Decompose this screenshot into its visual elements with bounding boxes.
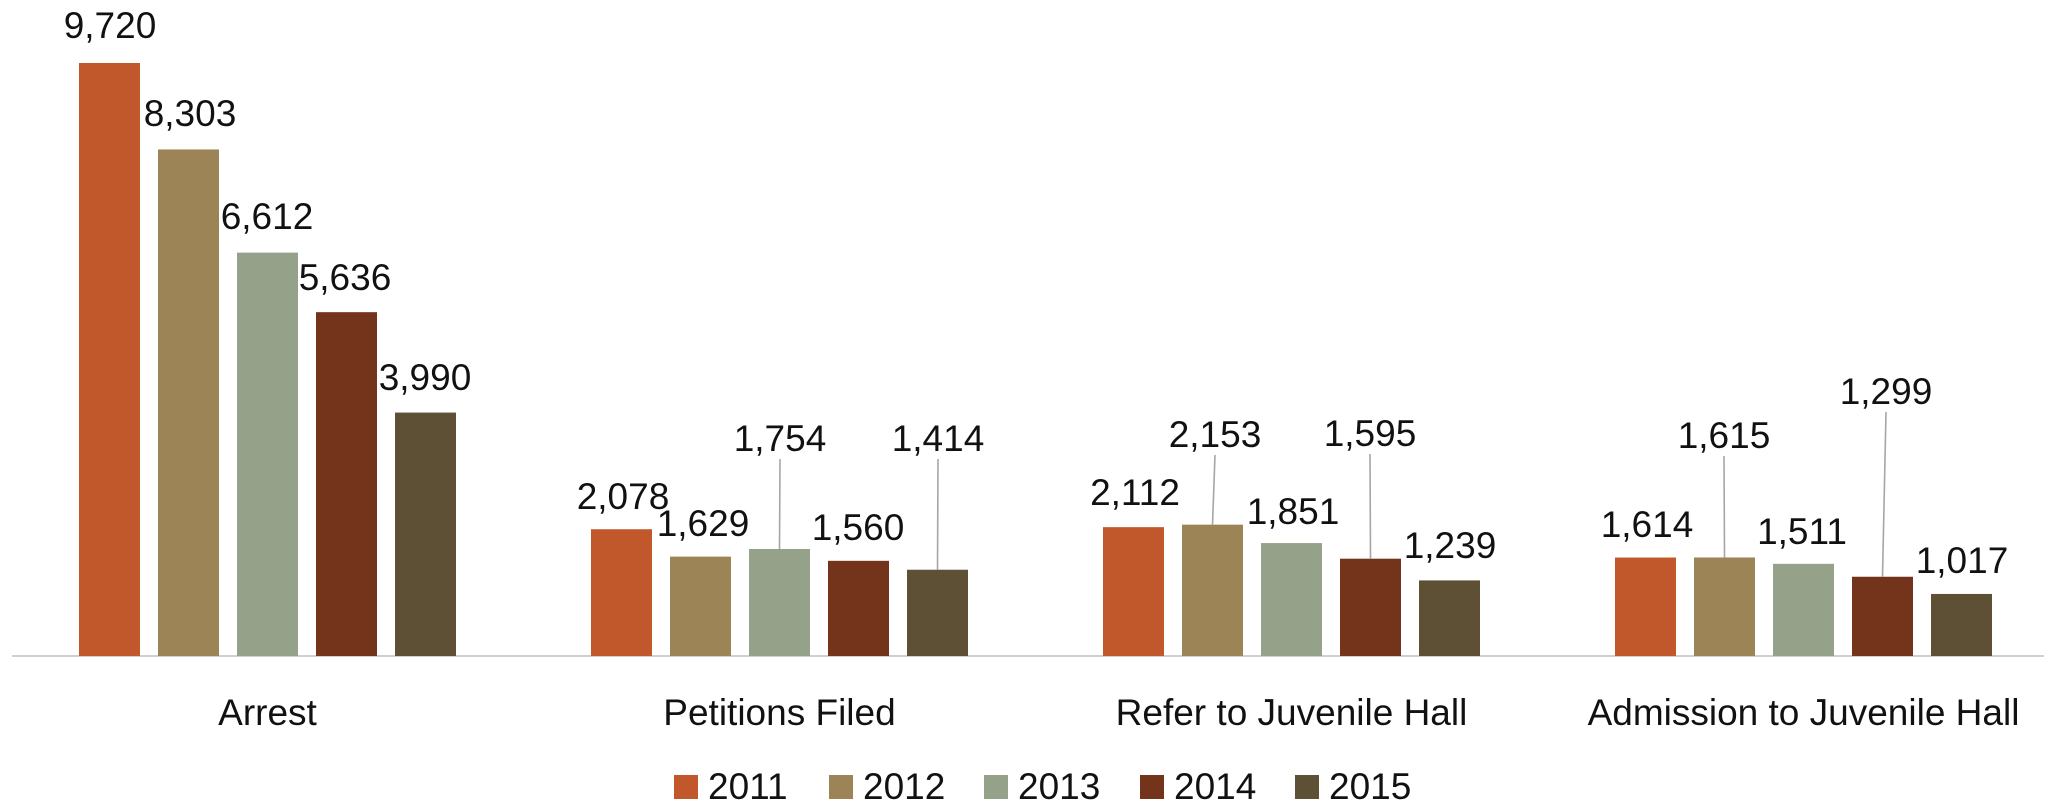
leader-line xyxy=(1369,453,1372,559)
data-label: 2,078 xyxy=(577,476,670,517)
data-label: 1,414 xyxy=(892,418,985,459)
legend-swatch xyxy=(1140,775,1164,799)
bar-2013-arrest xyxy=(237,252,298,656)
legend-swatch xyxy=(829,775,853,799)
legend-label: 2015 xyxy=(1329,766,1411,804)
bar-2012-petitions-filed xyxy=(670,556,731,656)
bar-2013-refer-to-juvenile-hall xyxy=(1261,543,1322,656)
legend: 2011 2012 2013 2014 2015 xyxy=(674,766,1411,804)
bar-2012-arrest xyxy=(158,149,219,656)
category-label: Arrest xyxy=(218,692,317,733)
data-labels-group: 9,720 2,078 2,112 1,614 8,303 1,629 2,153 1,615… xyxy=(64,5,2009,581)
bar-2011-arrest xyxy=(79,63,140,656)
bar-2015-petitions-filed xyxy=(907,569,968,656)
bar-2015-arrest xyxy=(395,412,456,656)
leader-line xyxy=(778,458,781,549)
data-label: 1,851 xyxy=(1247,491,1340,532)
bar-2015-refer-to-juvenile-hall xyxy=(1419,580,1480,656)
leader-line xyxy=(936,458,939,570)
leader-line xyxy=(1211,454,1216,525)
data-label: 2,112 xyxy=(1090,472,1180,513)
bar-2011-refer-to-juvenile-hall xyxy=(1103,527,1164,656)
bars-group xyxy=(79,63,1992,656)
legend-label: 2013 xyxy=(1018,766,1100,804)
data-label: 3,990 xyxy=(379,357,472,398)
bar-2014-refer-to-juvenile-hall xyxy=(1340,558,1401,656)
bar-2012-admission-to-juvenile-hall xyxy=(1694,557,1755,656)
data-label: 1,560 xyxy=(812,507,905,548)
bar-2011-petitions-filed xyxy=(591,529,652,656)
legend-label: 2014 xyxy=(1174,766,1256,804)
bar-2011-admission-to-juvenile-hall xyxy=(1615,557,1676,656)
data-label: 1,511 xyxy=(1757,511,1847,552)
leader-line xyxy=(1723,455,1726,558)
leader-line xyxy=(1881,411,1887,577)
data-label: 1,595 xyxy=(1324,413,1417,454)
data-label: 1,017 xyxy=(1916,540,2009,581)
data-label: 2,153 xyxy=(1169,414,1262,455)
legend-label: 2011 xyxy=(708,766,788,804)
legend-swatch xyxy=(1295,775,1319,799)
leader-lines-group xyxy=(778,411,1887,577)
data-label: 1,754 xyxy=(734,418,827,459)
category-label: Admission to Juvenile Hall xyxy=(1588,692,2020,733)
legend-swatch xyxy=(674,775,698,799)
bar-2014-admission-to-juvenile-hall xyxy=(1852,576,1913,656)
data-label: 9,720 xyxy=(64,5,157,46)
data-label: 1,614 xyxy=(1601,504,1694,545)
data-label: 6,612 xyxy=(221,196,314,237)
data-label: 1,299 xyxy=(1840,371,1933,412)
category-label: Refer to Juvenile Hall xyxy=(1116,692,1468,733)
category-label: Petitions Filed xyxy=(663,692,895,733)
legend-swatch xyxy=(984,775,1008,799)
data-label: 8,303 xyxy=(144,93,237,134)
bar-2013-petitions-filed xyxy=(749,548,810,656)
bar-2013-admission-to-juvenile-hall xyxy=(1773,563,1834,656)
data-label: 1,629 xyxy=(657,503,750,544)
data-label: 1,615 xyxy=(1678,415,1771,456)
legend-label: 2012 xyxy=(863,766,945,804)
bar-2014-petitions-filed xyxy=(828,560,889,656)
bar-2012-refer-to-juvenile-hall xyxy=(1182,524,1243,656)
bar-2015-admission-to-juvenile-hall xyxy=(1931,593,1992,656)
category-labels-group: Arrest Petitions Filed Refer to Juvenile H… xyxy=(218,692,2019,733)
data-label: 5,636 xyxy=(299,257,392,298)
bar-2014-arrest xyxy=(316,312,377,656)
data-label: 1,239 xyxy=(1404,525,1497,566)
